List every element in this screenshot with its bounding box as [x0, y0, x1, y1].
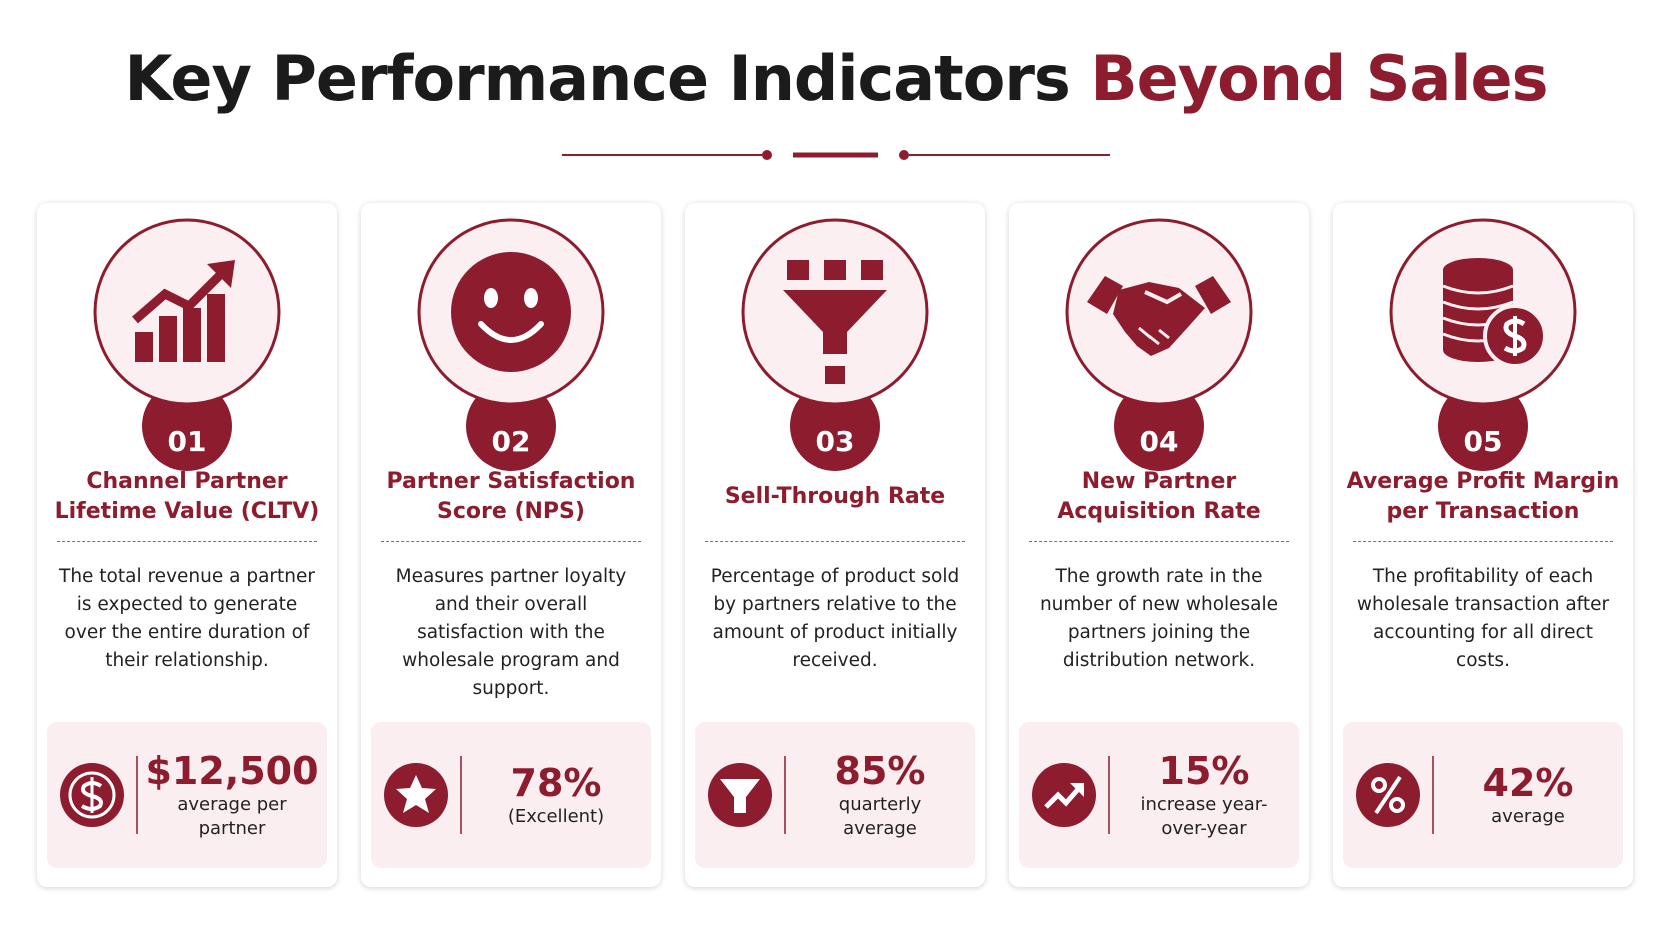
kpi-description: Percentage of product sold by partners r… [710, 566, 960, 671]
metric-value: 15% [1158, 749, 1250, 793]
kpi-number: 05 [1464, 425, 1503, 458]
metric-value: 85% [834, 749, 926, 793]
title-accent: Beyond Sales [1090, 42, 1548, 115]
metric-caption: average [1491, 806, 1565, 827]
metric-text: $12,500 average per partner [142, 722, 322, 868]
metric-icon [1032, 756, 1110, 834]
kpi-icon: 03 [741, 218, 929, 471]
metric-icon [708, 756, 786, 834]
divider [1029, 541, 1289, 542]
metric-icon [1356, 756, 1434, 834]
metric-icon [60, 756, 138, 834]
metric-value: $12,500 [145, 749, 319, 793]
metric-caption: (Excellent) [507, 806, 605, 827]
title: Key Performance Indicators Beyond Sales [0, 42, 1672, 115]
kpi-title: Channel Partner Lifetime Value (CLTV) [54, 469, 320, 524]
kpi-card: 02 Partner Satisfaction Score (NPS) Measur… [361, 203, 661, 887]
title-main: Key Performance Indicators [124, 42, 1070, 115]
kpi-title: Partner Satisfaction Score (NPS) [386, 469, 636, 524]
metric-text: 42% average [1438, 722, 1618, 868]
metric-value: 42% [1482, 761, 1574, 805]
kpi-card: 05 Average Profit Margin per Transaction T… [1333, 203, 1633, 887]
divider [705, 541, 965, 542]
kpi-card: 03 Sell-Through Rate Percentage of product… [685, 203, 985, 887]
kpi-card: 04 New Partner Acquisition Rate The growth… [1009, 203, 1309, 887]
kpi-card: 01 Channel Partner Lifetime Value (CLTV) T… [37, 203, 337, 887]
kpi-description: Measures partner loyalty and their overa… [395, 566, 627, 699]
kpi-title: New Partner Acquisition Rate [1057, 469, 1261, 524]
kpi-icon: 05 [1389, 218, 1577, 471]
metric-caption: quarterly average [838, 794, 922, 839]
kpi-description: The total revenue a partner is expected … [59, 566, 315, 671]
metric-box: 15% increase year-over-year [1019, 722, 1299, 868]
kpi-icon: 02 [417, 218, 605, 471]
metric-box: $12,500 average per partner [47, 722, 327, 868]
divider [381, 541, 641, 542]
divider [57, 541, 317, 542]
metric-caption: average per partner [177, 794, 287, 839]
kpi-title: Average Profit Margin per Transaction [1346, 469, 1620, 524]
metric-icon [384, 756, 462, 834]
kpi-description: The growth rate in the number of new who… [1039, 566, 1279, 671]
metric-text: 85% quarterly average [790, 722, 970, 868]
metric-box: 85% quarterly average [695, 722, 975, 868]
kpi-number: 03 [816, 425, 855, 458]
kpi-description: The profitability of each wholesale tran… [1356, 566, 1610, 671]
metric-box: 42% average [1343, 722, 1623, 868]
title-divider [562, 150, 1110, 160]
kpi-number: 01 [168, 425, 207, 458]
metric-value: 78% [510, 761, 602, 805]
kpi-number: 04 [1140, 425, 1179, 458]
divider [1353, 541, 1613, 542]
metric-box: 78% (Excellent) [371, 722, 651, 868]
kpi-icon: 04 [1065, 218, 1253, 471]
kpi-icon: 01 [93, 218, 281, 471]
metric-caption: increase year-over-year [1140, 794, 1268, 839]
kpi-number: 02 [492, 425, 531, 458]
kpi-title: Sell-Through Rate [724, 484, 946, 509]
metric-text: 15% increase year-over-year [1114, 722, 1294, 868]
metric-text: 78% (Excellent) [466, 722, 646, 868]
